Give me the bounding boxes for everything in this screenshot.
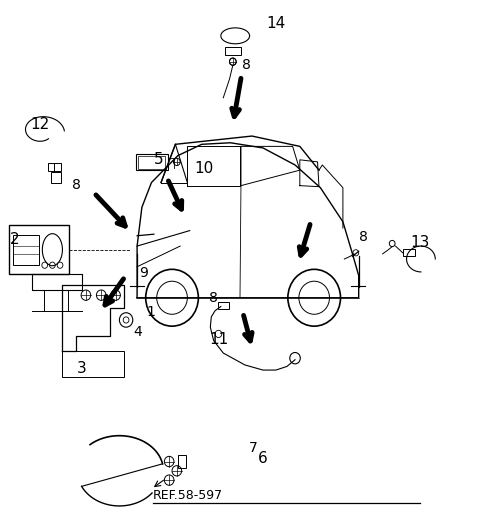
Text: 13: 13 xyxy=(410,235,429,250)
Bar xyxy=(136,154,168,170)
Text: 2: 2 xyxy=(10,232,20,247)
Text: 3: 3 xyxy=(77,361,87,376)
Bar xyxy=(9,225,69,275)
Text: 8: 8 xyxy=(242,58,251,73)
Text: 4: 4 xyxy=(134,325,143,339)
Bar xyxy=(12,235,39,265)
Bar xyxy=(225,47,241,55)
Text: 10: 10 xyxy=(194,161,214,176)
Text: 8: 8 xyxy=(209,291,218,305)
Text: 7: 7 xyxy=(249,441,257,455)
Text: 8: 8 xyxy=(359,230,368,244)
Bar xyxy=(138,156,165,168)
Bar xyxy=(51,172,61,182)
Bar xyxy=(62,351,124,377)
Text: 1: 1 xyxy=(147,305,156,319)
Text: 11: 11 xyxy=(209,332,228,347)
Text: 9: 9 xyxy=(140,266,148,280)
Bar xyxy=(178,455,186,468)
Text: 12: 12 xyxy=(30,117,49,132)
Text: 6: 6 xyxy=(258,451,268,466)
Bar xyxy=(48,163,61,171)
Text: 14: 14 xyxy=(266,17,286,32)
Text: 5: 5 xyxy=(154,152,164,167)
Bar xyxy=(403,249,415,256)
Text: 8: 8 xyxy=(72,178,81,192)
Bar xyxy=(218,302,228,309)
Text: REF.58-597: REF.58-597 xyxy=(153,489,223,502)
